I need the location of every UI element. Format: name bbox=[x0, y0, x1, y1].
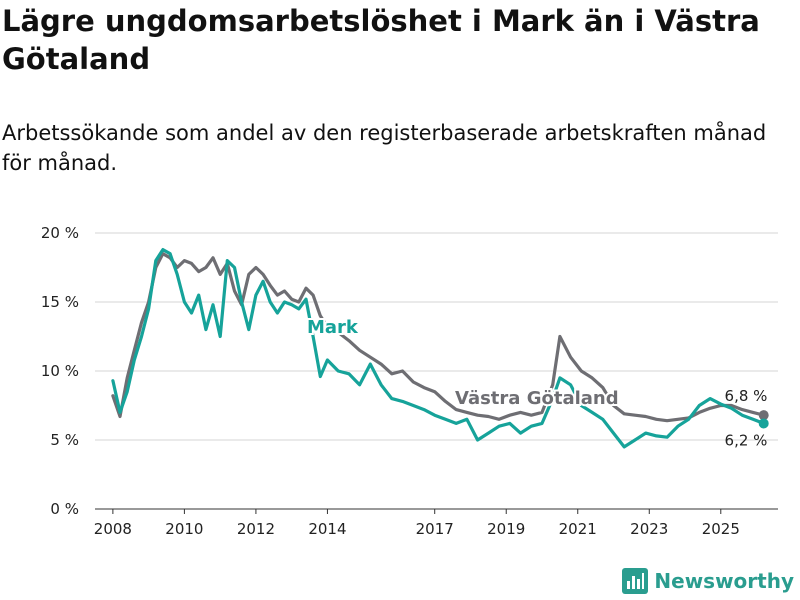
series-end-marker bbox=[758, 410, 769, 421]
y-tick-label: 20 % bbox=[41, 224, 79, 242]
y-tick-label: 0 % bbox=[50, 500, 79, 518]
x-tick-label: 2012 bbox=[237, 520, 275, 538]
newsworthy-logo-icon bbox=[622, 568, 649, 594]
x-tick-label: 2014 bbox=[308, 520, 346, 538]
x-tick-label: 2019 bbox=[487, 520, 525, 538]
line-chart: 0 % 5 % 10 % 15 % 20 % 2008 2010 2012 2014 2017 20… bbox=[41, 224, 778, 538]
series-end-marker bbox=[758, 418, 769, 429]
y-tick-label: 5 % bbox=[50, 431, 79, 449]
chart-subtitle: Arbetssökande som andel av den registerb… bbox=[2, 121, 767, 175]
x-tick-label: 2008 bbox=[94, 520, 132, 538]
series-end-label: 6,8 % bbox=[725, 387, 768, 405]
series-annotation-mark: Mark bbox=[307, 317, 359, 338]
brand-name: Newsworthy bbox=[654, 569, 794, 593]
brand-logo: Newsworthy bbox=[622, 568, 794, 594]
x-tick-label: 2023 bbox=[630, 520, 668, 538]
chart-title: Lägre ungdomsarbetslöshet i Mark än i Vä… bbox=[2, 4, 760, 76]
x-tick-label: 2010 bbox=[165, 520, 203, 538]
x-tick-label: 2021 bbox=[559, 520, 597, 538]
series-line-mark bbox=[111, 248, 766, 449]
series-annotation-vastra-gotaland: Västra Götaland bbox=[455, 388, 619, 409]
x-tick-label: 2017 bbox=[416, 520, 454, 538]
y-tick-label: 15 % bbox=[41, 293, 79, 311]
series-line-vastra-gotaland bbox=[111, 252, 766, 423]
x-tick-label: 2025 bbox=[702, 520, 740, 538]
series-end-label: 6,2 % bbox=[725, 431, 768, 449]
y-tick-label: 10 % bbox=[41, 362, 79, 380]
